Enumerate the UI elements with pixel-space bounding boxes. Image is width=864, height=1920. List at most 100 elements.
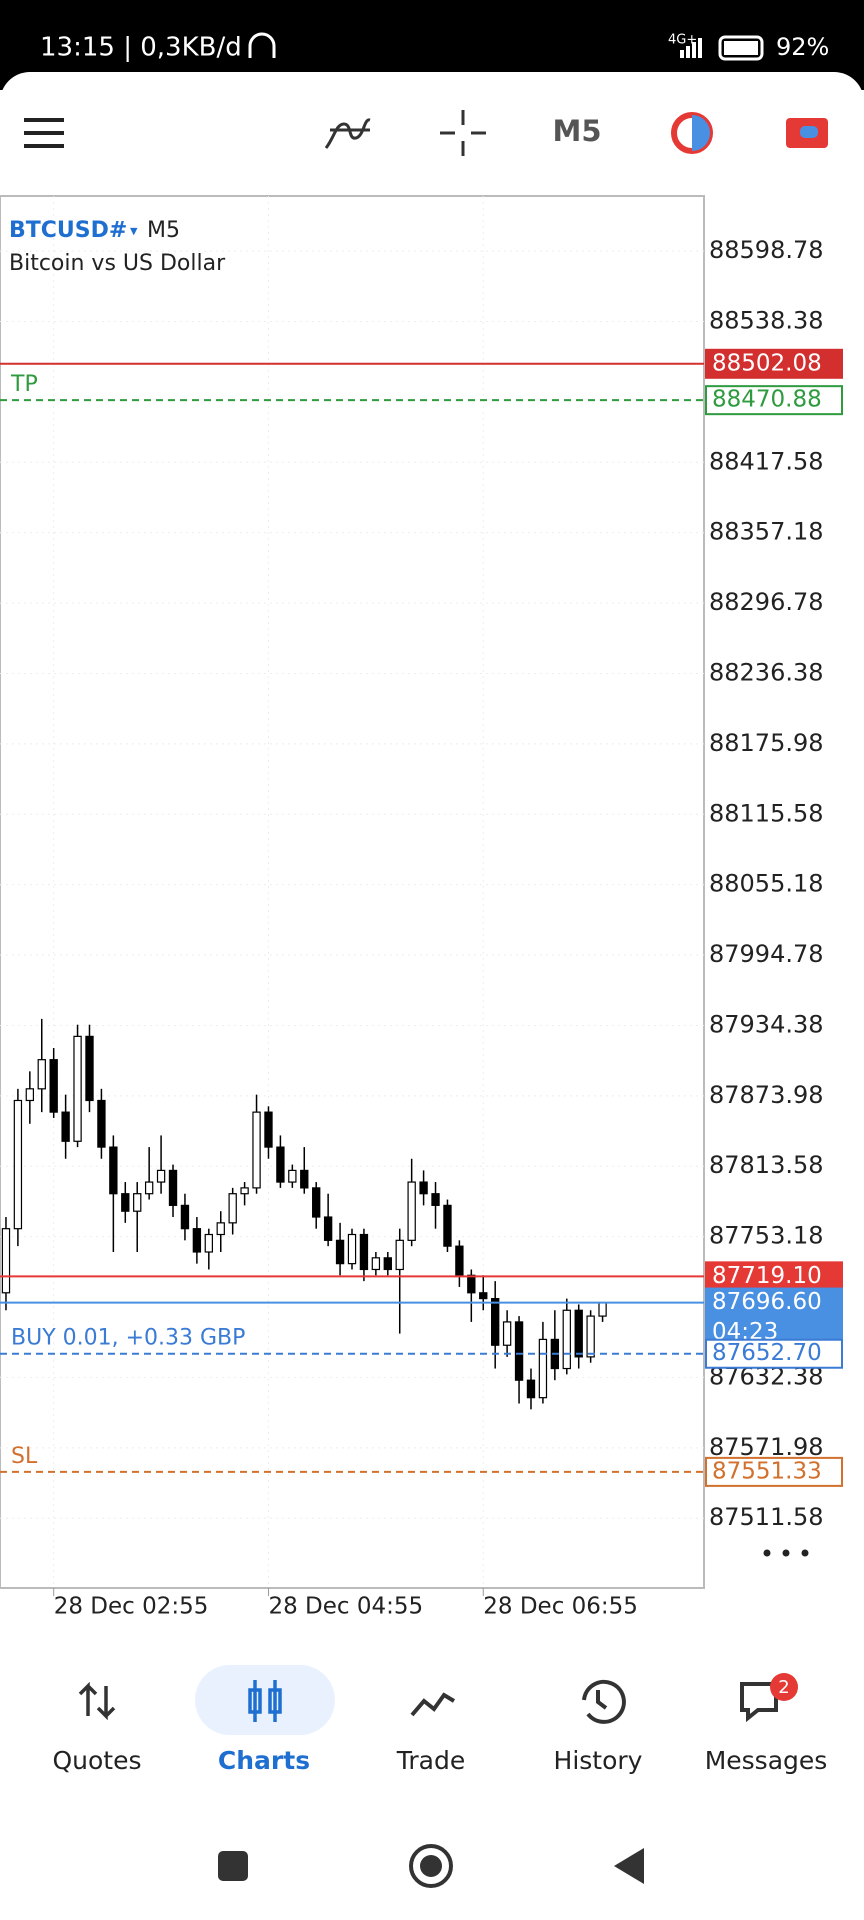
price-tick-label: 88598.78 — [709, 236, 824, 264]
candle-body — [455, 1245, 464, 1276]
candle-body — [73, 1035, 82, 1142]
symbol-dropdown: ▾ — [130, 222, 138, 240]
level-label: BUY 0.01, +0.33 GBP — [11, 1326, 245, 1351]
candle-body — [133, 1193, 142, 1212]
candle-body — [443, 1204, 452, 1247]
price-tick-label: 87813.58 — [709, 1151, 824, 1179]
candle-body — [335, 1239, 345, 1265]
candle-body — [562, 1309, 571, 1370]
candle-body — [514, 1321, 524, 1381]
candle-body — [538, 1338, 548, 1399]
candle-body — [1, 1228, 11, 1294]
candle-body — [479, 1292, 488, 1300]
price-tick-label: 88417.58 — [709, 447, 824, 475]
candle-body — [156, 1169, 166, 1183]
candle-body — [383, 1257, 392, 1271]
nav-tab-label[interactable]: Quotes — [52, 1746, 141, 1775]
price-level-label: 87719.10 — [712, 1263, 822, 1289]
time-tick-label: 28 Dec 04:55 — [268, 1594, 423, 1620]
system-recents[interactable] — [218, 1851, 248, 1881]
candle-body — [312, 1187, 321, 1218]
candle-body — [586, 1315, 595, 1358]
status-battery: 92% — [776, 33, 829, 61]
nav-tab-label[interactable]: Trade — [396, 1746, 465, 1775]
headset-icon — [248, 32, 276, 58]
candle-body — [49, 1059, 58, 1113]
price-level-label: 87696.60 — [712, 1289, 822, 1315]
indicators-button[interactable] — [324, 118, 371, 149]
candle-body — [180, 1204, 190, 1230]
price-tick-label: 88175.98 — [709, 729, 824, 757]
price-level-box — [705, 348, 843, 379]
menu-button[interactable] — [24, 118, 64, 148]
price-tick-label: 88236.38 — [709, 658, 824, 686]
candle-body — [13, 1099, 23, 1230]
candle-body — [526, 1379, 536, 1399]
crosshair-button[interactable] — [440, 110, 486, 156]
messages-badge — [770, 1673, 798, 1701]
system-back[interactable] — [614, 1848, 644, 1884]
signal-icon — [680, 38, 702, 58]
nav-tab-label[interactable]: Charts — [218, 1746, 310, 1775]
price-tick-label: 88115.58 — [709, 799, 824, 827]
price-tick-label: 87753.18 — [709, 1222, 824, 1250]
time-tick-label: 28 Dec 06:55 — [483, 1594, 638, 1620]
candle-body — [168, 1169, 178, 1206]
price-tick-label: 88296.78 — [709, 588, 824, 616]
more-button[interactable] — [763, 1549, 809, 1557]
price-level-box — [705, 1261, 843, 1292]
candle-body — [97, 1099, 106, 1148]
quotes-icon — [78, 1681, 116, 1721]
price-level-label: 87652.70 — [712, 1340, 822, 1366]
price-tick-label: 88357.18 — [709, 518, 824, 546]
candle-body — [288, 1169, 297, 1183]
price-tick-label: 87994.78 — [709, 940, 824, 968]
system-home[interactable] — [409, 1844, 453, 1888]
candle-body — [228, 1193, 237, 1224]
candle-body — [276, 1146, 285, 1183]
oneclick-inner — [800, 126, 818, 138]
chart-timeframe: M5 — [147, 218, 180, 243]
price-tick-label: 87511.58 — [709, 1503, 824, 1531]
chart-area — [0, 195, 705, 1589]
candle-body — [431, 1193, 440, 1206]
timeframe-button[interactable]: M5 — [552, 114, 601, 148]
price-tick-label: 87873.98 — [709, 1081, 824, 1109]
candle-body — [467, 1274, 476, 1294]
price-level-box — [705, 1456, 843, 1487]
candle-body — [407, 1181, 416, 1241]
nav-tab-label[interactable]: Messages — [705, 1746, 828, 1775]
candle-body — [371, 1257, 381, 1271]
battery-icon — [718, 35, 764, 61]
charts-icon — [248, 1680, 282, 1722]
trade-button-half — [692, 115, 710, 151]
status-network: 4G+ — [668, 33, 697, 48]
messages-badge-count: 2 — [778, 1677, 789, 1698]
candle-body — [121, 1193, 130, 1212]
candle-body — [395, 1239, 404, 1271]
chart-description: Bitcoin vs US Dollar — [9, 251, 226, 276]
candle-body — [300, 1169, 309, 1189]
candle-body — [144, 1181, 154, 1195]
battery-level — [724, 41, 758, 55]
price-tick-label: 87934.38 — [709, 1010, 824, 1038]
nav-tab-label[interactable]: History — [554, 1746, 643, 1775]
candle-body — [61, 1111, 70, 1142]
candle-body — [264, 1111, 273, 1148]
candle-body — [347, 1233, 357, 1265]
level-label: SL — [11, 1444, 38, 1469]
candle-body — [419, 1181, 428, 1195]
candle-body — [37, 1059, 46, 1090]
candle-body — [491, 1298, 500, 1346]
price-level-box — [705, 1287, 843, 1350]
trade-icon — [410, 1692, 456, 1717]
level-label: TP — [10, 372, 38, 397]
candle-body — [192, 1228, 202, 1253]
history-icon — [582, 1679, 626, 1724]
candle-body — [574, 1309, 583, 1358]
chart-symbol[interactable]: BTCUSD# — [9, 218, 127, 243]
status-time: 13:15 | 0,3KB/d — [40, 33, 242, 63]
price-tick-label: 88538.38 — [709, 306, 824, 334]
time-tick-label: 28 Dec 02:55 — [54, 1594, 209, 1620]
price-level-label: 87551.33 — [712, 1458, 822, 1484]
